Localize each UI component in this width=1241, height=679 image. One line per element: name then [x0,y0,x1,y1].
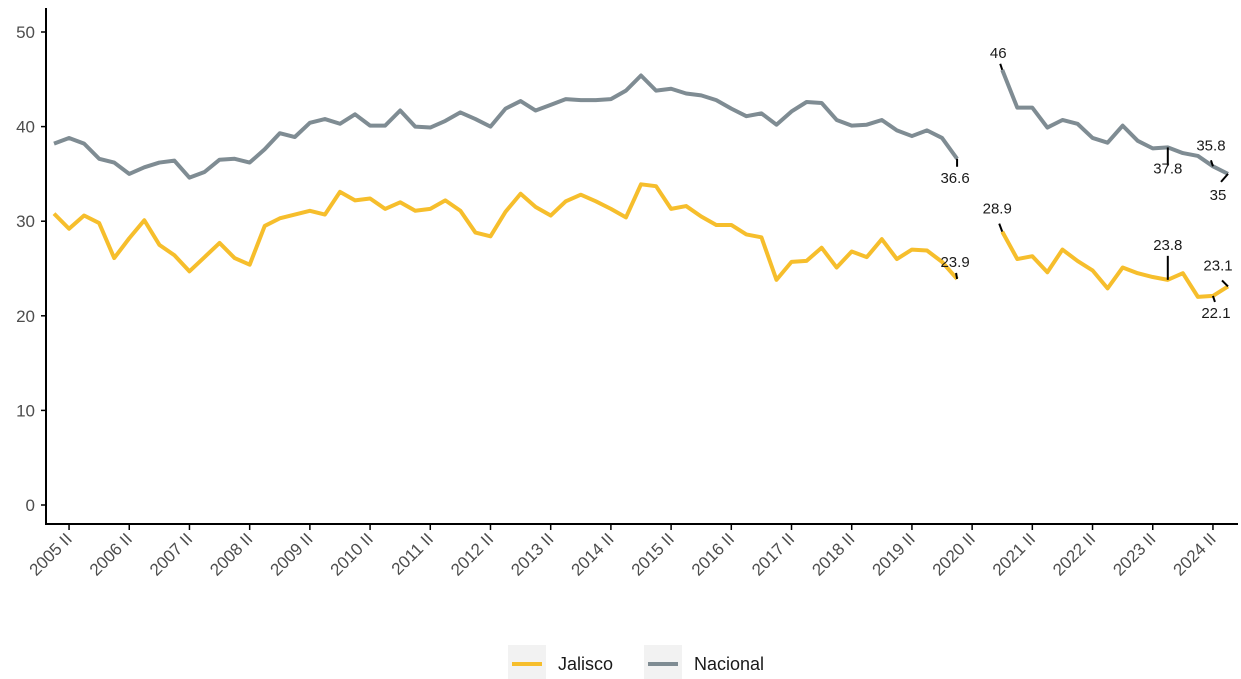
x-tick-label: 2021 II [989,529,1039,579]
x-tick-label: 2012 II [447,529,497,579]
legend-label: Nacional [694,654,764,674]
data-label-leader [1220,173,1229,183]
x-tick-label: 2014 II [568,529,618,579]
x-tick-label: 2007 II [146,529,196,579]
x-tick-label: 2020 II [929,529,979,579]
series-line-jalisco [52,182,1230,299]
y-tick-label: 40 [16,118,35,137]
data-label: 35 [1210,187,1227,204]
x-tick-label: 2016 II [688,529,738,579]
x-tick-label: 2005 II [26,529,76,579]
x-axis-ticks: 2005 II 2006 II 2007 II 2008 II 2009 II 2010 … [26,524,1220,580]
y-tick-label: 50 [16,23,35,42]
data-label: 36.6 [940,170,969,187]
y-tick-label: 0 [26,496,35,515]
x-tick-label: 2013 II [507,529,557,579]
x-tick-label: 2023 II [1109,529,1159,579]
x-tick-label: 2010 II [327,529,377,579]
x-tick-label: 2018 II [808,529,858,579]
data-label-leader [999,63,1004,71]
y-tick-label: 10 [16,401,35,420]
x-tick-label: 2024 II [1170,529,1220,579]
data-label: 22.1 [1201,305,1230,322]
x-tick-label: 2019 II [869,529,919,579]
y-tick-label: 30 [16,212,35,231]
series-lines [52,69,1230,299]
series-line-nacional [53,69,1229,180]
legend-item-nacional: Nacional [644,645,764,679]
data-label: 28.9 [983,201,1012,218]
data-label-leader [1212,295,1216,303]
x-tick-label: 2022 II [1049,529,1099,579]
data-label-leader [998,223,1004,232]
data-label: 37.8 [1153,160,1182,177]
y-tick-label: 20 [16,307,35,326]
x-tick-label: 2009 II [266,529,316,579]
x-tick-label: 2006 II [86,529,136,579]
x-tick-label: 2015 II [628,529,678,579]
legend-label: Jalisco [558,654,613,674]
data-label: 35.8 [1196,137,1225,154]
data-label: 23.9 [940,254,969,271]
x-tick-label: 2011 II [388,529,437,578]
legend-item-jalisco: Jalisco [508,645,613,679]
data-label-leader [1210,160,1214,167]
x-tick-label: 2008 II [206,529,256,579]
data-label-leader [955,272,959,280]
legend: Jalisco Nacional [508,645,764,679]
data-label: 23.1 [1203,257,1232,274]
data-label-leader [1221,279,1229,288]
data-label: 46 [990,45,1007,62]
x-tick-label: 2017 II [748,529,798,579]
y-axis-ticks: 0 10 20 30 40 50 [16,23,46,515]
data-label: 23.8 [1153,237,1182,254]
data-labels: 23.9 28.9 23.8 22.1 23.1 36.6 46 37.8 35.8 35 [940,45,1232,322]
